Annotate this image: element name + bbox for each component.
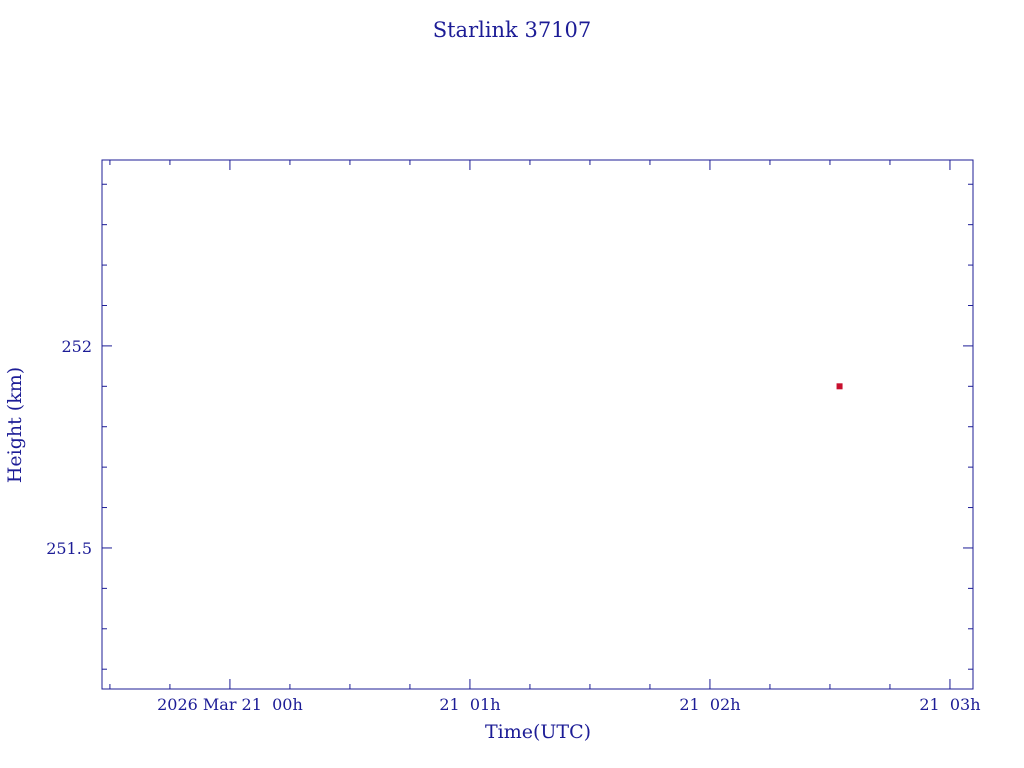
y-tick-label: 251.5 [46,539,92,558]
data-point [836,383,843,390]
x-axis-label: Time(UTC) [485,721,591,743]
x-tick-label: 21 03h [919,695,980,714]
plot-frame [101,159,974,690]
x-tick-label: 21 01h [439,695,500,714]
x-tick-label: 21 02h [679,695,740,714]
chart-title: Starlink 37107 [433,18,592,42]
y-axis-label: Height (km) [4,367,26,483]
x-tick-label: 2026 Mar 21 00h [157,695,303,714]
y-tick-label: 252 [61,337,92,356]
